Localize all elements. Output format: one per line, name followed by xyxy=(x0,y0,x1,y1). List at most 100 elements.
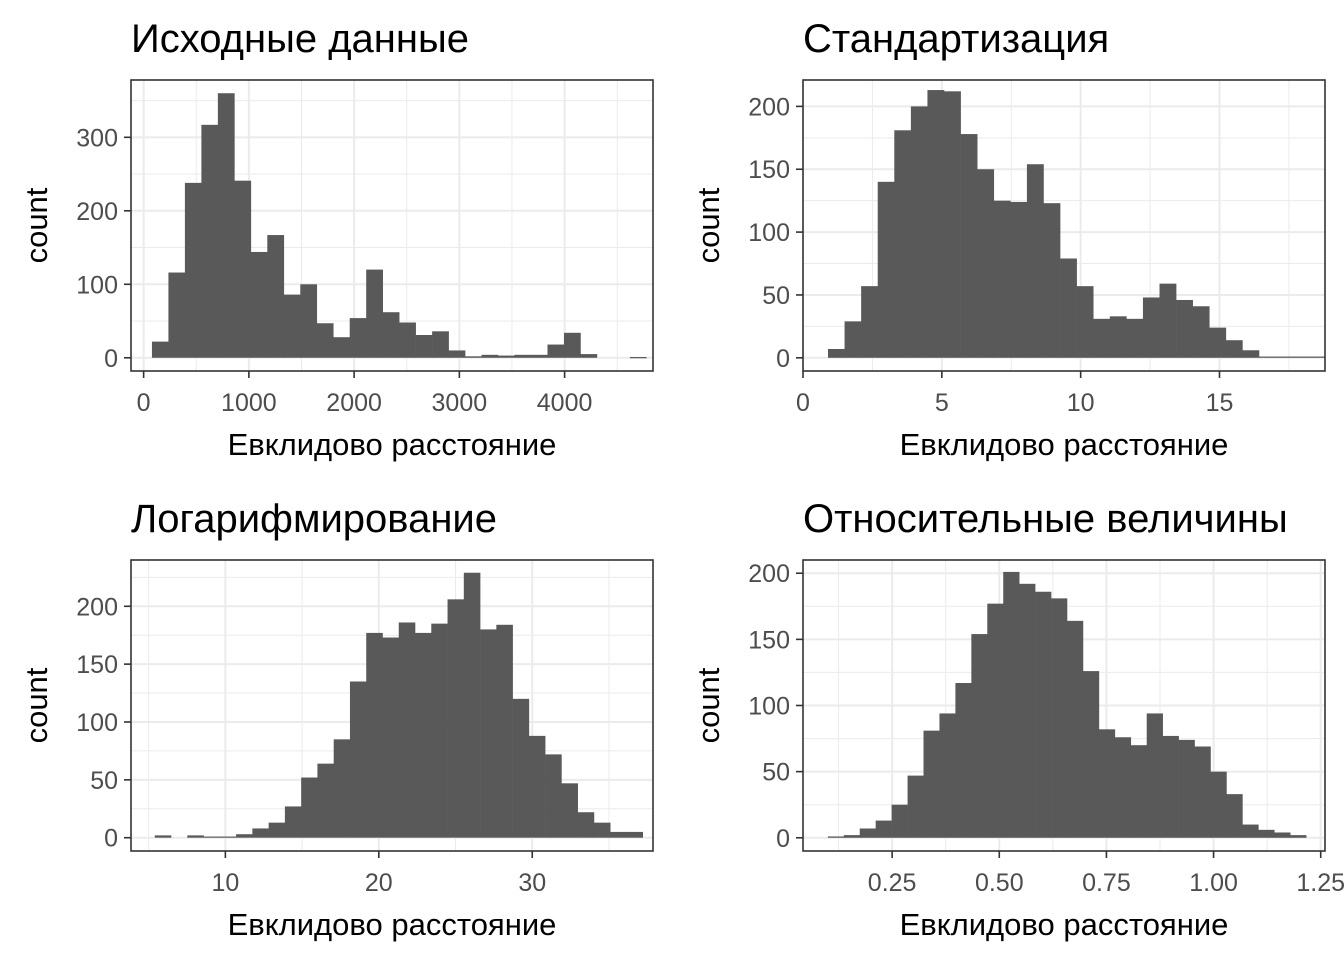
histogram-bars xyxy=(827,90,1325,358)
histogram-bar xyxy=(1242,824,1259,838)
y-tick-label: 0 xyxy=(776,345,790,373)
histogram-bar xyxy=(1043,203,1061,358)
y-tick-label: 50 xyxy=(762,282,790,310)
x-tick-label: 10 xyxy=(211,869,239,897)
histogram-bar xyxy=(1130,745,1148,838)
histogram-bar xyxy=(1114,737,1132,838)
histogram-bar xyxy=(1162,735,1179,838)
y-tick-label: 100 xyxy=(748,219,790,247)
histogram-bar xyxy=(284,806,302,838)
y-axis-title: count xyxy=(691,667,726,743)
histogram-bar xyxy=(1258,356,1276,358)
histogram-bar xyxy=(977,169,995,358)
histogram-bar xyxy=(234,180,252,358)
histogram-bar xyxy=(301,777,318,838)
histogram-bar xyxy=(366,269,383,358)
y-axis-title: count xyxy=(691,187,726,263)
x-tick-label: 20 xyxy=(365,869,393,897)
histogram-bar xyxy=(1010,201,1028,358)
chart-panel-2: 0 5 10 15050100150200СтандартизацияЕвклидов… xyxy=(691,17,1326,462)
histogram-bar xyxy=(480,629,497,838)
chart-title: Исходные данные xyxy=(131,17,469,61)
histogram-bar xyxy=(317,763,334,838)
histogram-bar xyxy=(939,713,956,838)
histogram-bar xyxy=(1178,739,1195,838)
histogram-bar xyxy=(1003,571,1020,838)
histogram-bar xyxy=(1142,297,1160,358)
histogram-bar xyxy=(496,624,513,838)
histogram-bar xyxy=(252,828,269,838)
histogram-bar xyxy=(1126,318,1144,358)
histogram-bar xyxy=(910,106,928,358)
histogram-bar xyxy=(907,775,924,838)
x-tick-label: 0.25 xyxy=(868,869,917,897)
histogram-bar xyxy=(498,355,515,358)
histogram-bar xyxy=(382,637,400,838)
y-tick-label: 150 xyxy=(76,651,118,679)
x-tick-label: 15 xyxy=(1206,389,1234,417)
x-tick-label: 0 xyxy=(137,389,151,417)
histogram-bar xyxy=(250,251,268,358)
histogram-bar xyxy=(512,698,530,838)
histogram-bar xyxy=(1067,620,1084,838)
x-tick-label: 0.50 xyxy=(975,869,1024,897)
panel-border xyxy=(802,79,1326,372)
x-tick-label: 30 xyxy=(518,869,546,897)
histogram-bar xyxy=(514,354,532,358)
histogram-bars xyxy=(827,571,1307,838)
chart-title: Относительные величины xyxy=(803,497,1288,541)
histogram-bar xyxy=(481,354,499,358)
y-tick-label: 200 xyxy=(76,198,118,226)
histogram-bar xyxy=(1292,356,1310,358)
histogram-bar xyxy=(927,90,945,358)
histogram-bar xyxy=(1210,771,1227,838)
x-tick-label: 1.00 xyxy=(1189,869,1238,897)
x-tick-label: 0 xyxy=(796,389,810,417)
histogram-bar xyxy=(300,284,318,358)
x-tick-label: 1000 xyxy=(221,389,277,417)
histogram-bar xyxy=(844,321,862,358)
chart-title: Логарифмирование xyxy=(131,497,497,541)
histogram-bar xyxy=(1275,356,1293,358)
histogram-bar xyxy=(283,294,301,358)
histogram-bar xyxy=(187,835,204,838)
histogram-bar xyxy=(432,331,449,358)
histogram-bar xyxy=(463,572,481,838)
histogram-bar xyxy=(531,354,548,358)
y-axis-title: count xyxy=(19,187,54,263)
histogram-bar xyxy=(1076,286,1094,358)
histogram-bar xyxy=(151,341,169,358)
histogram-bar xyxy=(528,735,546,838)
histogram-bar xyxy=(1225,340,1243,358)
histogram-bar xyxy=(267,235,285,358)
histogram-bar xyxy=(580,354,598,358)
histogram-bar xyxy=(563,332,581,358)
y-tick-label: 150 xyxy=(748,156,790,184)
histogram-bar xyxy=(333,739,351,838)
y-tick-label: 200 xyxy=(748,93,790,121)
histogram-bar xyxy=(465,356,482,358)
histogram-bar xyxy=(447,599,465,838)
chart-panel-1: 0 1000 2000 3000 4000 0 100 200 300 Исходные данн… xyxy=(19,17,654,462)
y-tick-label: 100 xyxy=(76,271,118,299)
histogram-bar xyxy=(610,831,627,838)
histogram-bar xyxy=(349,681,367,838)
histogram-bar xyxy=(448,350,466,358)
histogram-bar xyxy=(184,182,202,358)
histogram-bar xyxy=(877,181,895,358)
histogram-bar xyxy=(415,334,433,358)
histogram-bars xyxy=(151,93,647,359)
histogram-bars xyxy=(154,572,644,838)
histogram-bar xyxy=(843,835,861,838)
x-tick-label: 4000 xyxy=(537,389,593,417)
histogram-bar xyxy=(891,804,908,838)
histogram-bar xyxy=(1226,794,1243,838)
histogram-bar xyxy=(547,344,565,358)
histogram-bar xyxy=(333,337,351,358)
histogram-bar xyxy=(593,822,611,838)
x-tick-label: 1.25 xyxy=(1296,869,1344,897)
y-tick-label: 50 xyxy=(90,767,118,795)
histogram-bar xyxy=(1060,258,1077,358)
y-tick-label: 100 xyxy=(76,709,118,737)
